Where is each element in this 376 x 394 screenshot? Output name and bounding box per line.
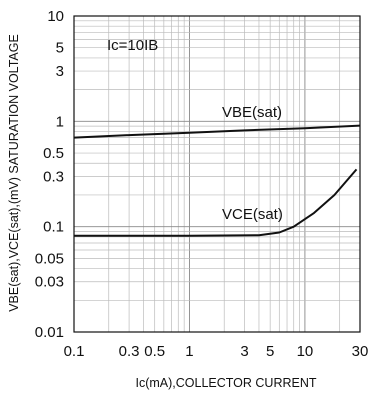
x-tick-label: 1 bbox=[185, 343, 193, 360]
x-tick-label: 10 bbox=[297, 343, 314, 360]
series-line-vbe-sat bbox=[73, 124, 361, 139]
tick-labels: 0.1 0.3 0.5 1 3 5 10 300.010.030.050.10.30.5135… bbox=[35, 8, 369, 360]
condition-label: Ic=10IB bbox=[107, 37, 158, 54]
y-tick-label: 1 bbox=[56, 113, 64, 130]
y-tick-label: 10 bbox=[47, 8, 64, 25]
y-axis-title: VBE(sat),VCE(sat),(mV) SATURATION VOLTAG… bbox=[7, 34, 21, 312]
series-label-vbe: VBE(sat) bbox=[222, 104, 282, 121]
x-axis-title: Ic(mA),COLLECTOR CURRENT bbox=[135, 376, 316, 390]
y-tick-label: 5 bbox=[56, 40, 64, 57]
series-label-vce: VCE(sat) bbox=[222, 206, 283, 223]
series-lines bbox=[73, 124, 361, 237]
x-tick-label: 3 bbox=[240, 343, 248, 360]
y-tick-label: 0.03 bbox=[35, 274, 64, 291]
x-tick-label: 0.1 bbox=[64, 343, 85, 360]
y-tick-label: 0.3 bbox=[43, 168, 64, 185]
grid bbox=[74, 16, 360, 332]
series-line-vce-sat bbox=[74, 168, 358, 237]
x-tick-label: 5 bbox=[266, 343, 274, 360]
y-tick-label: 3 bbox=[56, 63, 64, 80]
x-tick-label: 0.5 bbox=[144, 343, 165, 360]
y-tick-label: 0.05 bbox=[35, 250, 64, 267]
x-tick-label: 30 bbox=[352, 343, 369, 360]
x-tick-label: 0.3 bbox=[119, 343, 140, 360]
y-tick-label: 0.01 bbox=[35, 324, 64, 341]
y-tick-label: 0.5 bbox=[43, 145, 64, 162]
plot-frame bbox=[73, 15, 361, 333]
y-tick-label: 0.1 bbox=[43, 219, 64, 236]
